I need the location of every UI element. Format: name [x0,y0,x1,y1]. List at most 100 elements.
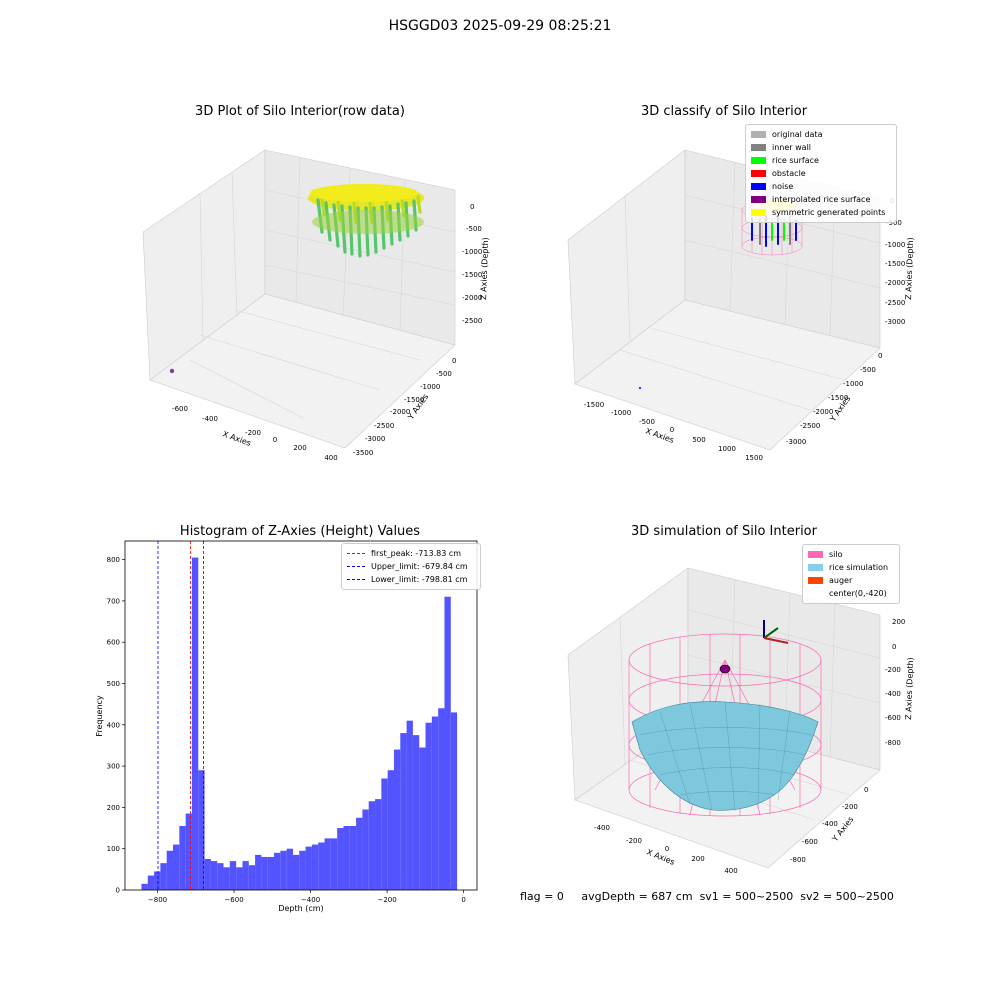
classify-xtick: -1500 [584,401,604,409]
legend-label: symmetric generated points [772,208,886,217]
legend-item: Lower_limit: -798.81 cm [347,573,475,586]
status-line: flag = 0 avgDepth = 687 cm sv1 = 500~250… [520,890,894,903]
histogram-ytick-label: 600 [107,639,120,647]
legend-label: rice simulation [829,563,889,572]
histogram-bar [412,735,420,890]
figure-title: HSGGD03 2025-09-29 08:25:21 [388,18,612,34]
histogram-ytick-label: 0 [116,887,120,895]
legend-label: original data [772,130,823,139]
histogram-bar [286,848,293,890]
classify-ytick: -3000 [786,438,806,446]
legend-swatch [751,144,766,151]
histogram-bar [330,838,338,890]
legend-label: center(0,-420) [829,589,887,598]
histogram-bar [431,716,439,890]
legend-label: inner wall [772,143,812,152]
legend-item: obstacle [751,167,891,180]
classify-ztick: -3000 [885,318,905,326]
classify-ztick: -1500 [885,260,905,268]
legend-item: first_peak: -713.83 cm [347,547,475,560]
histogram-bar [324,838,331,890]
histogram-y-axis-label: Frequency [95,695,104,737]
histogram-bar [280,850,287,890]
legend-swatch [808,577,823,584]
legend-label: obstacle [772,169,806,178]
histogram-bar [267,856,275,890]
histogram-bar [261,856,268,890]
histogram-ytick-label: 800 [107,556,120,564]
histogram-xtick-label: 0 [461,896,465,904]
classify-xtick: 1500 [745,454,763,462]
histogram-bar [299,850,306,890]
simulation-ztick: -400 [885,690,901,698]
raw-ytick: -1000 [420,383,440,391]
raw-xtick: 200 [293,444,306,452]
simulation-ytick: 0 [864,786,868,794]
classify-xtick: 500 [692,436,705,444]
histogram-bar [292,854,300,890]
histogram-xtick-label: −600 [224,896,243,904]
legend-swatch [751,209,766,216]
legend-swatch [751,131,766,138]
classify-ytick: -1500 [828,394,848,402]
raw-xtick: 400 [324,454,337,462]
legend-line [347,566,365,567]
histogram-bar [217,863,224,890]
classify-xtick: 0 [670,426,674,434]
classify-xtick: 1000 [718,445,736,453]
legend-swatch [808,551,823,558]
histogram-legend: first_peak: -713.83 cm Upper_limit: -679… [341,543,481,590]
flag-text: flag = 0 [520,890,564,903]
legend-swatch [751,183,766,190]
classify-xtick: -500 [639,418,655,426]
legend-label: silo [829,550,843,559]
histogram-bar [406,720,413,890]
simulation-z-axis-label: Z Axies (Depth) [904,657,915,720]
raw-xtick: 0 [273,436,277,444]
histogram-bar [173,844,180,890]
classify-legend: original data inner wall rice surface ob… [745,124,897,223]
raw-ytick: -3000 [365,435,385,443]
raw-ytick: -2500 [374,422,394,430]
simulation-xtick: 200 [691,855,704,863]
histogram-bar [387,770,394,890]
histogram-bar [210,861,218,890]
raw-ytick: -1500 [404,396,424,404]
legend-item: noise [751,180,891,193]
histogram-bar [147,875,155,890]
histogram-bar [166,850,174,890]
histogram-bar [356,817,363,890]
classify-ytick: 0 [878,352,882,360]
simulation-legend: silo rice simulation auger center(0,-420… [802,544,900,604]
histogram-bar [400,733,407,890]
classify-ztick: -2500 [885,299,905,307]
simulation-ytick: -600 [802,838,818,846]
histogram-ytick-label: 100 [107,845,120,853]
simulation-ztick: 0 [892,643,896,651]
legend-swatch [751,196,766,203]
simulation-ytick: -800 [790,856,806,864]
classify-z-axis-label: Z Axies (Depth) [904,237,915,300]
histogram-bar [318,842,325,890]
sv2-text: sv2 = 500~2500 [800,890,894,903]
histogram-bar [311,844,319,890]
histogram-title: Histogram of Z-Axies (Height) Values [179,524,421,539]
raw-ztick: -2000 [462,294,482,302]
legend-swatch [808,590,823,597]
raw-ztick: -500 [466,225,482,233]
histogram-bar [450,712,458,890]
histogram-xtick-label: −400 [301,896,320,904]
simulation-x-axis-label: X Axies [645,848,676,867]
legend-label: Upper_limit: -679.84 cm [371,562,468,571]
raw-xtick: -200 [245,429,261,437]
legend-item: auger [808,574,894,587]
histogram-xtick-label: −200 [377,896,396,904]
legend-line [347,579,365,580]
histogram-ytick-label: 400 [107,721,120,729]
legend-item: original data [751,128,891,141]
simulation-ztick: -200 [885,666,901,674]
histogram-bar [242,861,249,890]
legend-item: rice simulation [808,561,894,574]
